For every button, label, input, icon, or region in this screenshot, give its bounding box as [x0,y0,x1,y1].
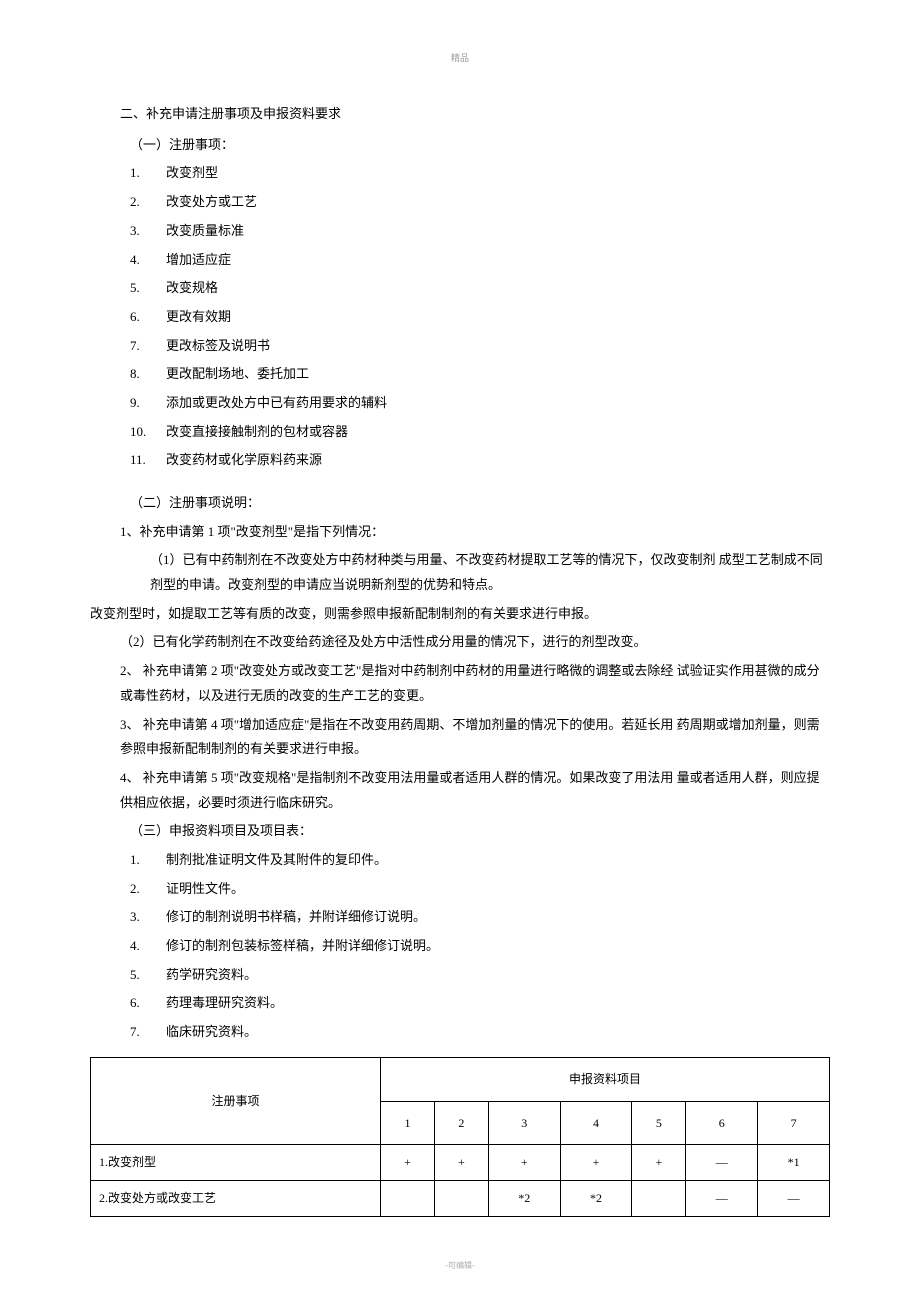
registration-item: 4.增加适应症 [90,248,830,273]
list-number: 5. [130,276,166,301]
table-cell: *2 [560,1181,632,1217]
list-number: 3. [130,219,166,244]
list-number: 6. [130,991,166,1016]
list-number: 7. [130,334,166,359]
table-col-header: 5 [632,1101,686,1145]
header-mark: 精品 [90,50,830,67]
table-col-header: 7 [758,1101,830,1145]
registration-item: 11.改变药材或化学原料药来源 [90,448,830,473]
list-text: 改变药材或化学原料药来源 [166,448,322,473]
list-number: 8. [130,362,166,387]
table-cell: — [686,1145,758,1181]
material-item: 4.修订的制剂包装标签样稿，并附详细修订说明。 [90,934,830,959]
list-number: 11. [130,448,166,473]
list-number: 5. [130,963,166,988]
list-number: 6. [130,305,166,330]
material-item: 5.药学研究资料。 [90,963,830,988]
table-header-item: 注册事项 [91,1057,381,1145]
table-cell [434,1181,488,1217]
list-text: 改变规格 [166,276,218,301]
table-cell: + [434,1145,488,1181]
list-text: 更改标签及说明书 [166,334,270,359]
table-row: 1.改变剂型+++++—*1 [91,1145,830,1181]
list-text: 改变直接接触制剂的包材或容器 [166,420,348,445]
list-number: 10. [130,420,166,445]
table-col-header: 4 [560,1101,632,1145]
registration-item: 1.改变剂型 [90,161,830,186]
list-number: 2. [130,190,166,215]
registration-item: 8.更改配制场地、委托加工 [90,362,830,387]
list-text: 修订的制剂说明书样稿，并附详细修订说明。 [166,905,426,930]
list-text: 药理毒理研究资料。 [166,991,283,1016]
material-item: 2.证明性文件。 [90,877,830,902]
subsection2-heading: （二）注册事项说明： [90,491,830,516]
table-col-header: 6 [686,1101,758,1145]
list-text: 更改有效期 [166,305,231,330]
list-text: 增加适应症 [166,248,231,273]
table-row: 2.改变处方或改变工艺 *2*2 —— [91,1181,830,1217]
table-cell: + [560,1145,632,1181]
material-item: 6.药理毒理研究资料。 [90,991,830,1016]
table-col-header: 2 [434,1101,488,1145]
registration-item: 3.改变质量标准 [90,219,830,244]
subsection3-heading: （三）申报资料项目及项目表： [90,819,830,844]
list-text: 修订的制剂包装标签样稿，并附详细修订说明。 [166,934,439,959]
list-text: 添加或更改处方中已有药用要求的辅料 [166,391,387,416]
table-cell: + [488,1145,560,1181]
registration-item: 7.更改标签及说明书 [90,334,830,359]
table-header-merged: 申报资料项目 [381,1057,830,1101]
list-number: 4. [130,934,166,959]
table-row-label: 2.改变处方或改变工艺 [91,1181,381,1217]
explanation-para: 4、 补充申请第 5 项"改变规格"是指制剂不改变用法用量或者适用人群的情况。如… [90,766,830,815]
explanation-para: （1）已有中药制剂在不改变处方中药材种类与用量、不改变药材提取工艺等的情况下，仅… [90,548,830,597]
table-cell: + [632,1145,686,1181]
list-text: 改变质量标准 [166,219,244,244]
table-col-header: 3 [488,1101,560,1145]
table-cell [632,1181,686,1217]
registration-item: 6.更改有效期 [90,305,830,330]
list-number: 9. [130,391,166,416]
materials-table: 注册事项 申报资料项目 1234567 1.改变剂型+++++—*12.改变处方… [90,1057,830,1217]
list-number: 7. [130,1020,166,1045]
list-number: 1. [130,848,166,873]
table-cell: + [381,1145,435,1181]
list-number: 3. [130,905,166,930]
registration-item: 10.改变直接接触制剂的包材或容器 [90,420,830,445]
list-text: 药学研究资料。 [166,963,257,988]
registration-item: 2.改变处方或工艺 [90,190,830,215]
explanation-para: 1、补充申请第 1 项"改变剂型"是指下列情况： [90,520,830,545]
table-col-header: 1 [381,1101,435,1145]
explanation-para: 改变剂型时，如提取工艺等有质的改变，则需参照申报新配制制剂的有关要求进行申报。 [90,602,830,627]
footer-mark: -可编辑- [0,1258,920,1273]
explanation-para: （2）已有化学药制剂在不改变给药途径及处方中活性成分用量的情况下，进行的剂型改变… [90,630,830,655]
material-item: 7.临床研究资料。 [90,1020,830,1045]
material-item: 3.修订的制剂说明书样稿，并附详细修订说明。 [90,905,830,930]
list-text: 更改配制场地、委托加工 [166,362,309,387]
table-cell: — [758,1181,830,1217]
list-text: 改变剂型 [166,161,218,186]
list-text: 临床研究资料。 [166,1020,257,1045]
list-number: 1. [130,161,166,186]
section-title: 二、补充申请注册事项及申报资料要求 [90,102,830,127]
explanation-para: 2、 补充申请第 2 项"改变处方或改变工艺"是指对中药制剂中药材的用量进行略微… [90,659,830,708]
subsection1-heading: （一）注册事项： [90,133,830,158]
list-text: 证明性文件。 [166,877,244,902]
list-text: 制剂批准证明文件及其附件的复印件。 [166,848,387,873]
registration-item: 9.添加或更改处方中已有药用要求的辅料 [90,391,830,416]
table-cell: — [686,1181,758,1217]
table-cell: *1 [758,1145,830,1181]
table-cell: *2 [488,1181,560,1217]
material-item: 1.制剂批准证明文件及其附件的复印件。 [90,848,830,873]
table-cell [381,1181,435,1217]
explanation-para: 3、 补充申请第 4 项"增加适应症"是指在不改变用药周期、不增加剂量的情况下的… [90,713,830,762]
list-number: 2. [130,877,166,902]
table-row-label: 1.改变剂型 [91,1145,381,1181]
list-number: 4. [130,248,166,273]
list-text: 改变处方或工艺 [166,190,257,215]
registration-item: 5.改变规格 [90,276,830,301]
